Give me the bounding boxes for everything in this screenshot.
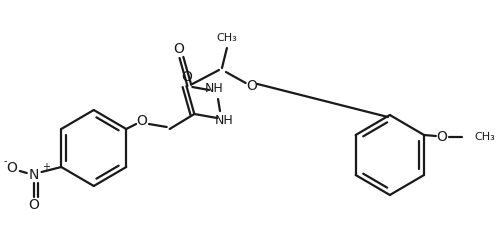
Text: N: N (28, 168, 39, 182)
Text: O: O (28, 198, 39, 212)
Text: -: - (3, 156, 6, 166)
Text: O: O (246, 79, 257, 93)
Text: O: O (137, 114, 148, 128)
Text: NH: NH (215, 115, 234, 128)
Text: O: O (173, 42, 184, 56)
Text: CH₃: CH₃ (475, 132, 495, 142)
Text: O: O (6, 161, 17, 175)
Text: O: O (181, 70, 192, 84)
Text: O: O (436, 130, 447, 144)
Text: NH: NH (205, 82, 224, 95)
Text: +: + (42, 162, 50, 172)
Text: CH₃: CH₃ (217, 33, 238, 43)
